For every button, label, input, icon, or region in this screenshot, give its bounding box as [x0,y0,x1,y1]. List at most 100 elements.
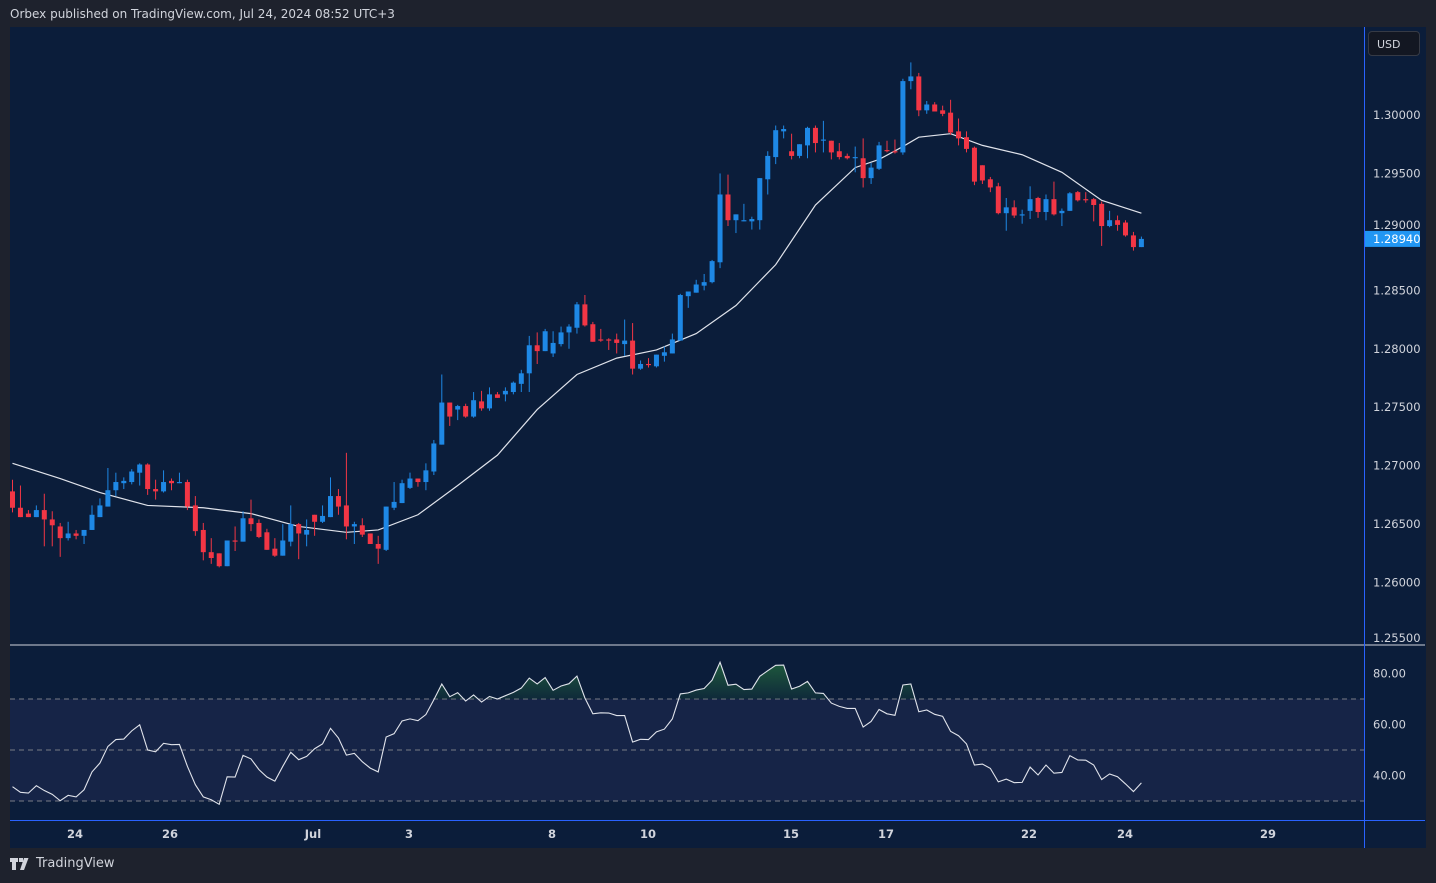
candle [57,522,63,557]
candle [733,214,739,234]
candle-body [534,345,540,352]
candle-body [1059,210,1065,214]
candle-body [1051,199,1057,215]
candle-body [232,540,238,542]
candle [65,521,71,541]
candle-body [153,489,159,492]
candle-body [582,304,588,326]
candle [757,178,763,230]
candle-body [940,110,946,114]
tradingview-logo[interactable]: TradingView [10,856,115,871]
candle-body [526,345,532,374]
candle [749,216,755,230]
candle [653,354,659,368]
candle-body [176,482,182,484]
candle [630,323,636,375]
candle [145,463,151,495]
candle-body [335,496,341,507]
candle [717,173,723,269]
candle [510,381,516,395]
candle-body [661,352,667,356]
candle-body [518,373,524,384]
candle-body [510,382,516,393]
time-tick-label: 26 [162,827,178,841]
candle [574,302,580,334]
candle [828,140,834,160]
candle-body [391,501,397,508]
candle-body [789,151,795,156]
candle-body [367,533,373,544]
candle-body [129,471,135,483]
candle-body [630,340,636,369]
candle [10,479,15,513]
candle-body [1083,199,1089,201]
candle [113,472,119,497]
candle-body [264,532,270,550]
rsi-axis[interactable]: 80.00 60.00 40.00 [1373,667,1406,783]
candle [1019,209,1025,224]
candle [105,468,111,507]
candle-body [550,342,556,354]
candle-body [773,130,779,158]
candle-body [916,76,922,111]
candle [1075,190,1081,202]
time-tick-label: 15 [783,827,799,841]
candle [439,374,445,445]
price-tick-label: 1.26000 [1373,576,1421,590]
candle [129,469,135,485]
candle-body [479,401,485,409]
candle [176,472,182,484]
candle [81,529,87,544]
candle [590,321,596,342]
price-tick-label: 1.26500 [1373,517,1421,531]
candle [1067,192,1073,211]
candle-body [121,480,127,484]
candle [900,78,906,155]
candle-body [828,140,834,153]
candle-body [741,220,747,222]
candle [296,522,302,560]
rsi-tick-label: 60.00 [1373,718,1406,732]
candle [192,496,198,536]
candle [789,133,795,160]
candle-body [924,104,930,111]
candle [1027,186,1033,220]
candle [622,319,628,356]
candle-body [971,147,977,182]
candle-body [701,282,707,286]
candle [542,328,548,352]
candle-body [956,131,962,139]
rsi-line [12,660,1142,806]
candle [797,144,803,159]
candle [598,328,604,342]
candle [375,535,381,564]
candle [1099,201,1105,246]
candle [924,100,930,114]
candle [320,505,326,523]
candle-body [328,496,333,518]
price-axis[interactable]: 1.30000 1.29500 1.29000 1.28500 1.28000 1.275… [1373,108,1421,645]
candle-body [192,505,198,532]
candle-body [868,167,874,179]
time-tick-label: 17 [878,827,894,841]
candle-body [280,540,286,556]
candle [471,392,477,418]
currency-button[interactable]: USD [1368,31,1420,56]
candle [383,506,389,551]
candle [328,477,333,518]
tradingview-logo-icon [10,857,29,870]
candle-body [455,406,461,410]
candle-body [542,331,548,352]
price-tick-label: 1.28500 [1373,283,1421,297]
candle-body [494,394,500,398]
last-price-label: 1.28940 [1373,232,1421,246]
candle-body [757,178,763,221]
candle-body [97,505,103,518]
candle-body [1043,199,1049,213]
candle [979,165,985,184]
candle-body [1115,220,1121,225]
candle [956,118,962,146]
candle [33,505,39,518]
time-axis[interactable]: 24 26 Jul 3 8 10 15 17 22 24 29 [67,827,1276,841]
